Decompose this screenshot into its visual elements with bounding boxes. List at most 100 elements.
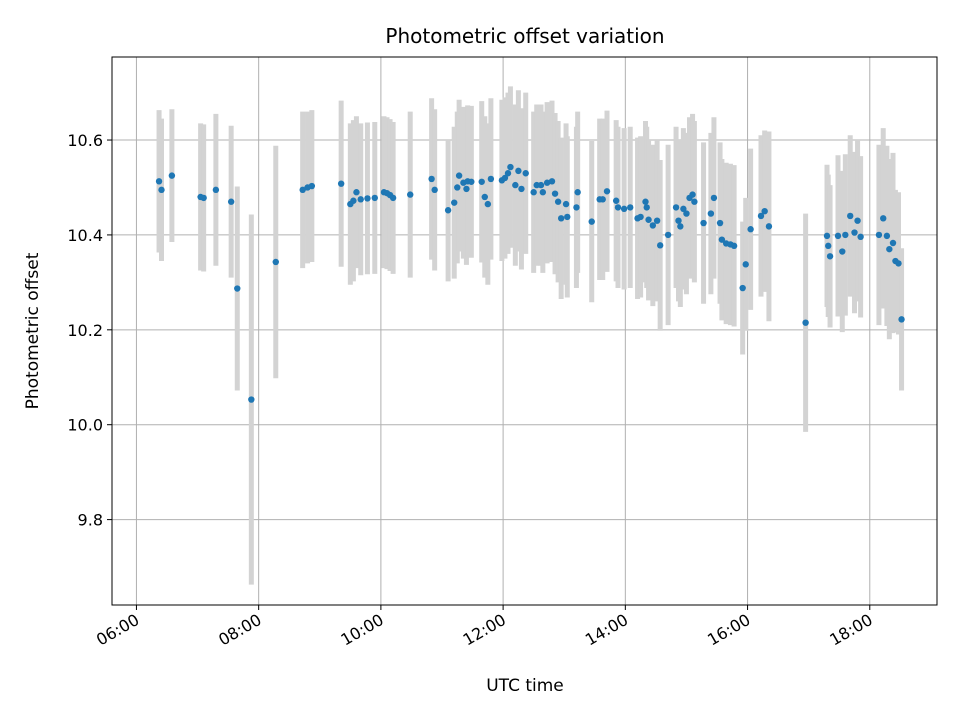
data-point	[875, 231, 883, 239]
data-points	[155, 163, 905, 403]
data-point	[543, 179, 551, 186]
data-point	[834, 232, 842, 240]
y-tick-label: 9.8	[78, 511, 103, 530]
data-point	[454, 184, 461, 191]
data-point	[675, 217, 682, 224]
data-point	[227, 198, 235, 205]
data-point	[645, 216, 652, 223]
data-point	[234, 285, 241, 292]
data-point	[842, 231, 849, 239]
data-point	[826, 253, 834, 260]
data-point	[212, 186, 220, 194]
data-point	[656, 242, 664, 249]
data-point	[643, 204, 650, 211]
data-point	[649, 222, 657, 229]
data-point	[895, 260, 902, 267]
data-point	[371, 194, 378, 202]
data-point	[507, 163, 514, 171]
data-point	[761, 207, 768, 215]
data-point	[557, 215, 565, 222]
data-point	[168, 172, 176, 179]
data-point	[200, 194, 207, 202]
data-point	[588, 218, 595, 225]
data-point	[700, 219, 707, 227]
data-point	[603, 188, 611, 195]
y-tick-label: 10.0	[67, 416, 103, 435]
data-point	[847, 212, 854, 220]
data-point	[389, 194, 397, 202]
data-point	[825, 242, 832, 250]
y-axis-label: Photometric offset	[23, 252, 43, 409]
data-point	[742, 261, 749, 268]
data-point	[664, 231, 672, 239]
data-point	[757, 212, 765, 220]
data-point	[478, 178, 485, 185]
data-point	[691, 198, 698, 205]
data-point	[683, 210, 690, 217]
data-point	[481, 193, 488, 201]
data-point	[883, 232, 891, 240]
chart-title: Photometric offset variation	[385, 24, 664, 48]
data-point	[522, 170, 529, 177]
data-point	[444, 207, 452, 214]
data-point	[851, 229, 858, 236]
data-point	[573, 204, 580, 211]
data-point	[642, 198, 649, 205]
data-point	[889, 239, 897, 247]
data-point	[487, 175, 495, 183]
data-point	[530, 189, 537, 196]
x-axis-label: UTC time	[486, 676, 564, 696]
data-point	[504, 170, 512, 177]
data-point	[350, 197, 357, 204]
data-point	[455, 172, 463, 179]
data-point	[299, 186, 306, 194]
data-point	[468, 178, 475, 185]
data-point	[515, 167, 522, 175]
data-point	[428, 175, 435, 183]
data-point	[823, 232, 831, 240]
data-point	[501, 174, 509, 182]
data-point	[562, 200, 570, 208]
data-point	[548, 178, 556, 185]
data-point	[551, 190, 559, 197]
data-point	[353, 189, 360, 196]
data-point	[337, 180, 345, 187]
data-point	[747, 226, 754, 233]
y-tick-label: 10.2	[67, 321, 103, 340]
data-point	[364, 195, 371, 202]
data-point	[707, 210, 715, 217]
data-point	[539, 189, 547, 196]
data-point	[431, 186, 438, 194]
data-point	[716, 219, 724, 227]
data-point	[886, 245, 893, 253]
data-point	[512, 181, 519, 189]
data-point	[653, 217, 661, 224]
data-point	[739, 284, 746, 292]
data-point	[854, 217, 861, 224]
data-point	[880, 215, 887, 222]
data-point	[677, 223, 684, 230]
data-point	[680, 205, 687, 213]
y-tick-label: 10.6	[67, 131, 103, 150]
y-axis-ticks: 9.8 10.0 10.2 10.4 10.6	[67, 131, 112, 530]
data-point	[710, 194, 718, 202]
data-point	[463, 185, 470, 193]
data-point	[564, 213, 571, 221]
data-point	[689, 191, 696, 198]
data-point	[248, 396, 255, 403]
data-point	[155, 178, 163, 185]
data-point	[672, 204, 680, 211]
data-point	[765, 223, 773, 230]
data-point	[158, 186, 165, 194]
data-point	[730, 242, 738, 250]
data-point	[620, 205, 628, 213]
data-point	[554, 198, 562, 205]
data-point	[614, 204, 622, 211]
data-point	[599, 196, 606, 203]
data-point	[839, 248, 846, 255]
data-point	[857, 233, 864, 241]
data-point	[802, 319, 809, 326]
data-point	[272, 258, 279, 266]
data-point	[718, 236, 726, 243]
data-point	[518, 185, 525, 193]
